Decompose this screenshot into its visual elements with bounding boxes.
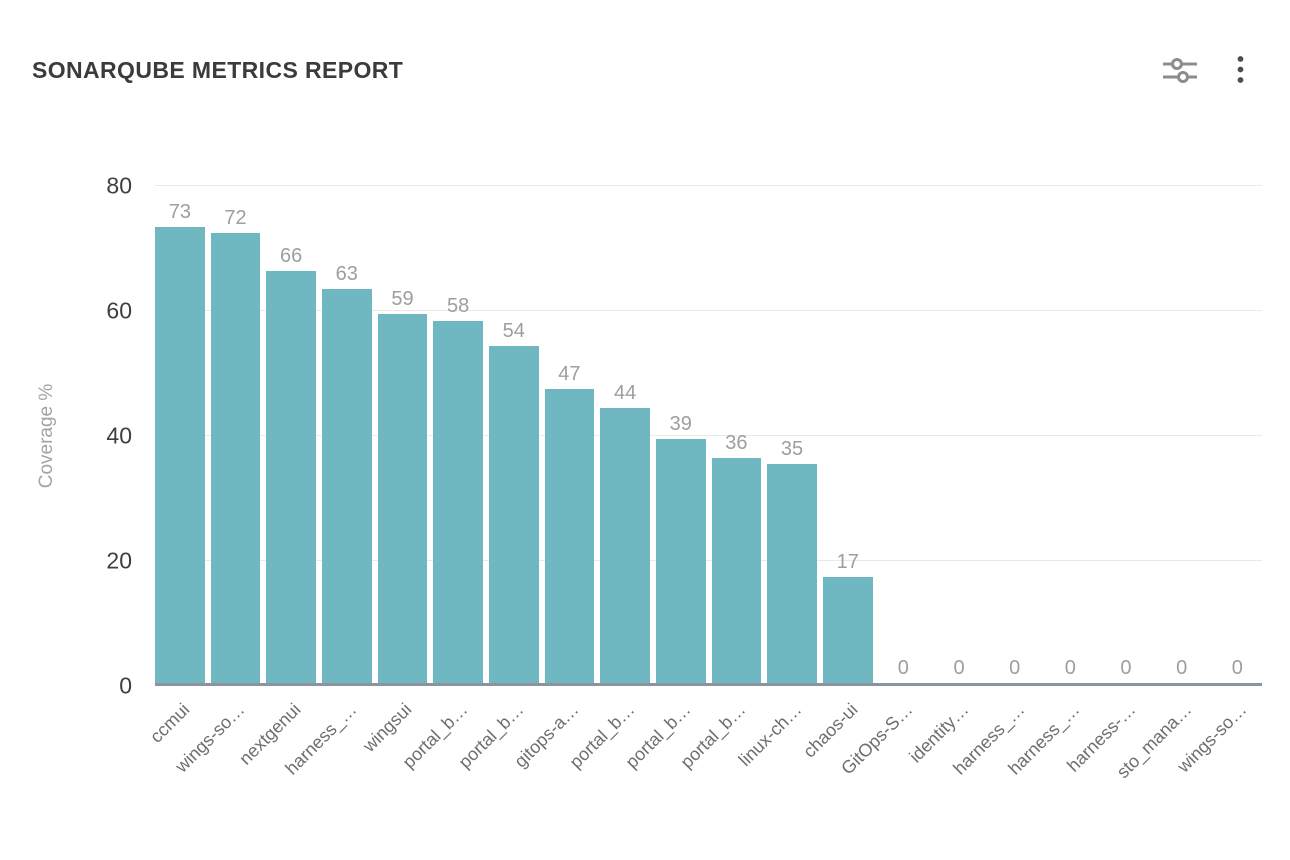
bar-value-label: 44: [613, 382, 637, 404]
bar-value-label: 54: [502, 319, 525, 342]
bar-slot: 47 gitops-a…: [511, 186, 595, 771]
bar-value-label: 58: [446, 294, 470, 317]
bar[interactable]: [433, 320, 483, 683]
gridline: [155, 560, 1262, 561]
bar-value-label: 0: [1231, 657, 1243, 679]
more-options-button[interactable]: [1233, 51, 1248, 89]
bar[interactable]: [544, 389, 595, 683]
bar-slot: 63 harness_…: [281, 186, 372, 779]
y-axis-title: Coverage %: [36, 383, 57, 489]
bar-value-label: 35: [780, 438, 804, 461]
bar-value-label: 0: [1120, 657, 1132, 679]
bar-slot: 72 wings-so…: [172, 186, 261, 776]
bar-value-label: 36: [725, 432, 748, 454]
bar[interactable]: [266, 270, 316, 683]
bar-slot: 0 harness_…: [1005, 186, 1096, 779]
sliders-icon: [1163, 58, 1197, 83]
bar-value-label: 0: [1064, 657, 1076, 679]
bar-value-label: 59: [391, 288, 414, 311]
gridline: [155, 310, 1262, 311]
page-title: SONARQUBE METRICS REPORT: [32, 56, 404, 83]
bar-slot: 66 nextgenui: [235, 186, 316, 769]
bar-value-label: 66: [280, 244, 303, 267]
bar-slot: 35 linux-ch…: [735, 186, 817, 770]
bar[interactable]: [377, 314, 428, 683]
bar-slot: 0 sto_mana…: [1112, 186, 1207, 782]
y-tick-label: 60: [106, 297, 132, 324]
bar-value-label: 73: [168, 200, 191, 223]
bar-slot: 0 harness_…: [949, 186, 1040, 779]
header-actions: [1159, 51, 1248, 89]
bar-value-label: 63: [335, 263, 358, 286]
bar-slot: 59 wingsui: [359, 186, 428, 756]
y-tick-label: 80: [106, 172, 132, 199]
bar-slot: 73 ccmui: [146, 186, 205, 747]
bar[interactable]: [767, 464, 817, 683]
bar-value-label: 39: [669, 413, 692, 436]
bar-slot: 54 portal_b…: [454, 186, 539, 772]
bar-value-label: 0: [1176, 657, 1188, 679]
bars-row: 73 ccmui 72 wings-so… 66 nextgenui 63 harness_……: [146, 186, 1262, 782]
bar-slot: 36 portal_b…: [677, 186, 762, 772]
bar[interactable]: [655, 439, 706, 683]
bar[interactable]: [822, 576, 873, 683]
x-tick-label: ccmui: [145, 699, 194, 747]
bar[interactable]: [321, 289, 372, 683]
chart-settings-button[interactable]: [1159, 51, 1201, 89]
y-tick-label: 0: [119, 672, 132, 699]
bar[interactable]: [600, 408, 650, 683]
bar[interactable]: [155, 226, 205, 683]
bar-slot: 58 portal_b…: [399, 186, 483, 772]
bar-slot: 0 identity…: [905, 186, 984, 767]
bar-value-label: 47: [558, 363, 581, 386]
x-tick-label: wingsui: [359, 699, 416, 756]
bar-slot: 0 GitOps-S…: [838, 186, 929, 778]
bar-value-label: 17: [836, 550, 859, 573]
bar-slot: 0 wings-so…: [1174, 186, 1262, 776]
bar-value-label: 0: [897, 657, 909, 679]
kebab-menu-icon: [1237, 56, 1244, 83]
bar[interactable]: [711, 458, 762, 683]
bar-value-label: 0: [953, 657, 965, 679]
bar-slot: 39 portal_b…: [621, 186, 706, 772]
bar-value-label: 72: [224, 207, 247, 229]
gridline: [155, 435, 1262, 436]
bar[interactable]: [210, 233, 261, 683]
gridline: [155, 185, 1262, 186]
bar[interactable]: [488, 345, 539, 683]
coverage-bar-chart: 0 20 40 60 80 73 ccmui 72 wings-so… 66 nextgenui 63…: [106, 173, 1262, 782]
bar-slot: 0 harness-…: [1063, 186, 1151, 776]
bar-slot: 17 chaos-ui: [799, 186, 873, 762]
bar-slot: 44 portal_b…: [566, 186, 650, 772]
report-header: SONARQUBE METRICS REPORT: [32, 50, 1248, 90]
y-tick-label: 20: [106, 547, 132, 574]
bar-value-label: 0: [1009, 657, 1021, 679]
y-tick-label: 40: [106, 422, 132, 449]
x-axis-line: [155, 683, 1262, 686]
